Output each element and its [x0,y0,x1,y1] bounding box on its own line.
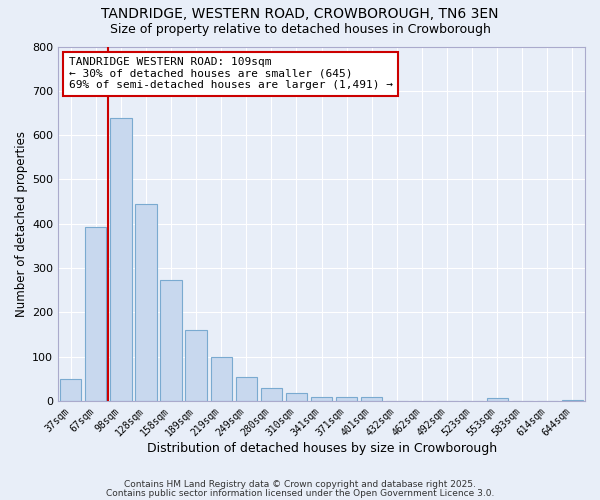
Bar [185,330,207,401]
Bar [311,396,332,401]
Bar [487,398,508,401]
Bar [110,118,131,401]
Text: TANDRIDGE WESTERN ROAD: 109sqm
← 30% of detached houses are smaller (645)
69% of: TANDRIDGE WESTERN ROAD: 109sqm ← 30% of … [68,57,392,90]
Bar [85,227,106,401]
Text: TANDRIDGE, WESTERN ROAD, CROWBOROUGH, TN6 3EN: TANDRIDGE, WESTERN ROAD, CROWBOROUGH, TN… [101,8,499,22]
Bar [336,396,358,401]
Bar [261,388,282,401]
Text: Contains public sector information licensed under the Open Government Licence 3.: Contains public sector information licen… [106,488,494,498]
Bar [135,204,157,401]
X-axis label: Distribution of detached houses by size in Crowborough: Distribution of detached houses by size … [146,442,497,455]
Bar [236,376,257,401]
Text: Contains HM Land Registry data © Crown copyright and database right 2025.: Contains HM Land Registry data © Crown c… [124,480,476,489]
Y-axis label: Number of detached properties: Number of detached properties [15,130,28,316]
Bar [562,400,583,401]
Bar [361,396,382,401]
Bar [286,393,307,401]
Bar [211,356,232,401]
Bar [160,280,182,401]
Bar [60,379,82,401]
Text: Size of property relative to detached houses in Crowborough: Size of property relative to detached ho… [110,22,490,36]
